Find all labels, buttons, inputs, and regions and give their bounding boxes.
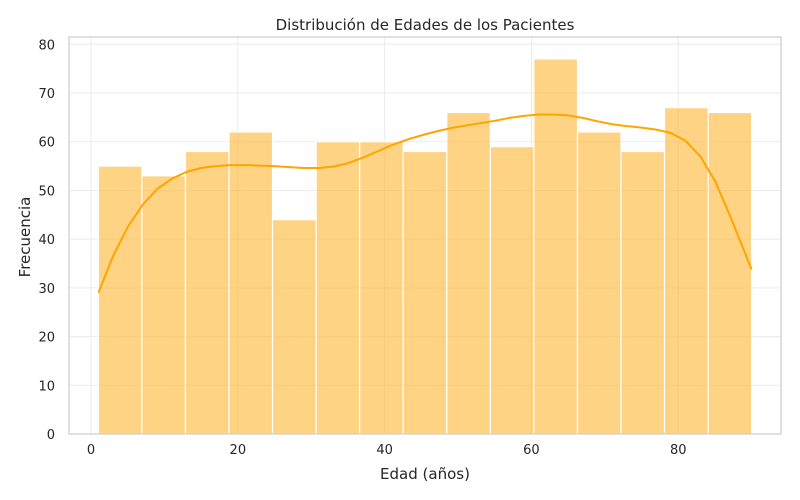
chart-title: Distribución de Edades de los Pacientes <box>276 16 575 34</box>
histogram-bar <box>228 131 274 435</box>
histogram-bar <box>315 141 361 435</box>
y-tick-label: 80 <box>38 38 55 53</box>
x-tick-labels: 0 20 40 60 80 <box>87 443 687 458</box>
x-tick-label: 80 <box>670 443 687 458</box>
histogram-bar <box>489 146 535 435</box>
x-axis-label: Edad (años) <box>380 465 470 483</box>
histogram-bar <box>707 111 753 435</box>
y-tick-label: 20 <box>38 331 55 346</box>
y-tick-label: 60 <box>38 136 55 151</box>
y-tick-label: 70 <box>38 87 55 102</box>
x-tick-label: 0 <box>87 443 95 458</box>
axes-frame <box>68 36 782 435</box>
x-tick-label: 20 <box>230 443 247 458</box>
histogram-bar <box>446 111 491 435</box>
y-tick-labels: 0 10 20 30 40 50 60 70 80 <box>38 38 55 443</box>
y-tick-label: 0 <box>47 428 55 443</box>
y-tick-label: 40 <box>38 233 55 248</box>
y-tick-label: 50 <box>38 184 55 199</box>
y-tick-label: 30 <box>38 282 55 297</box>
histogram-bar <box>620 150 666 435</box>
histogram-bar <box>271 219 317 435</box>
histogram-bar <box>402 150 448 435</box>
kde-curve-layer <box>97 113 753 294</box>
histogram-bar <box>576 131 622 435</box>
kde-curve <box>97 113 753 294</box>
histogram-bar <box>97 165 143 435</box>
histogram-bar <box>141 175 187 435</box>
x-tick-label: 40 <box>376 443 393 458</box>
histogram-bars <box>97 58 753 435</box>
histogram-bar <box>359 141 404 435</box>
y-axis-label: Frecuencia <box>16 197 34 278</box>
histogram-bar <box>184 150 230 435</box>
x-tick-label: 60 <box>523 443 540 458</box>
plot-border <box>68 36 782 435</box>
y-tick-label: 10 <box>38 379 55 394</box>
